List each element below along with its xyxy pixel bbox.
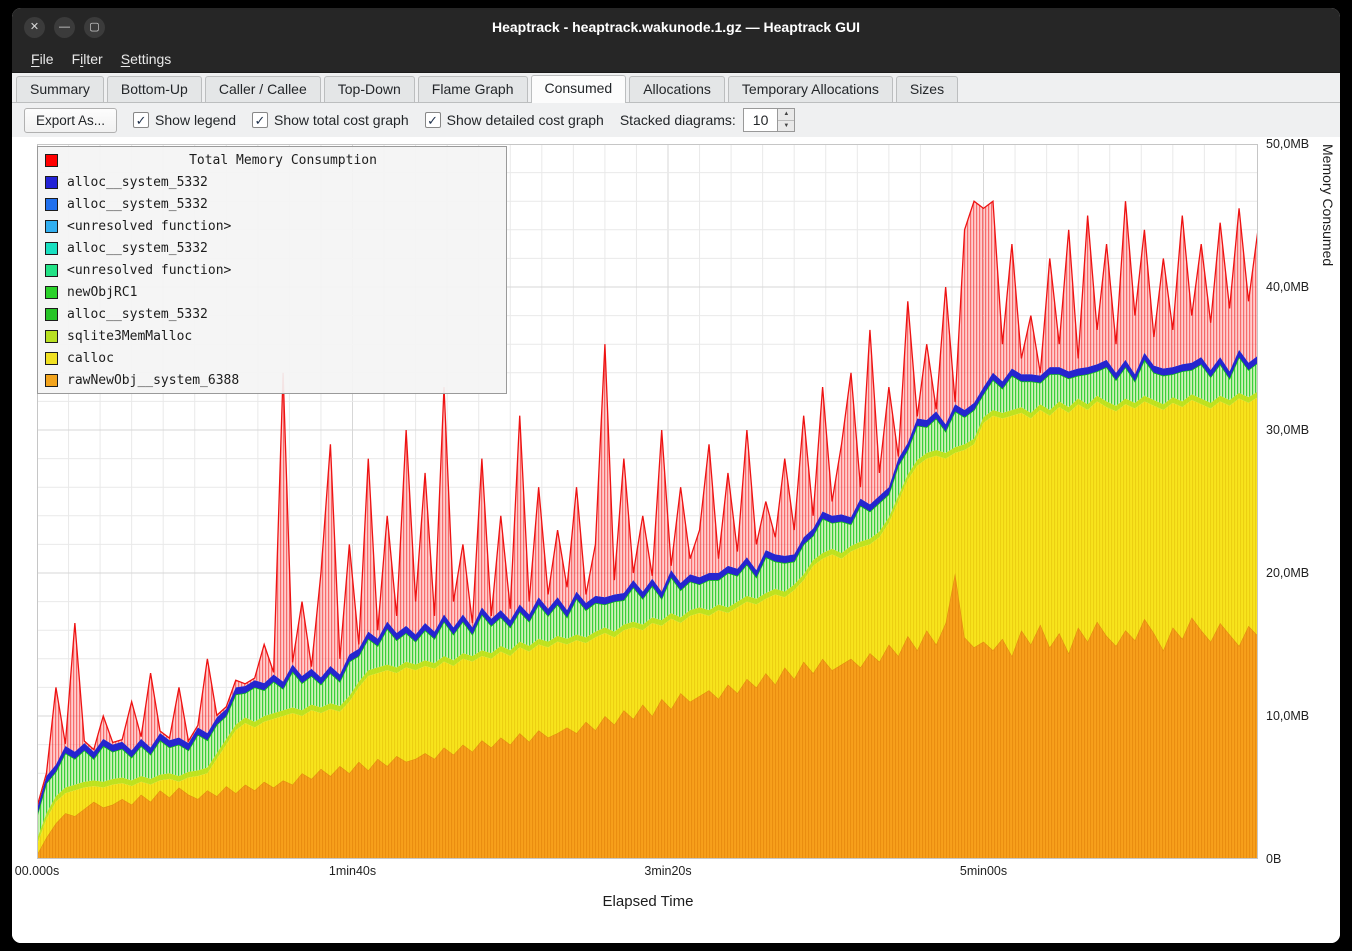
legend-swatch (45, 308, 58, 321)
titlebar: ✕ — ▢ Heaptrack - heaptrack.wakunode.1.g… (12, 8, 1340, 46)
legend-swatch (45, 198, 58, 211)
maximize-icon[interactable]: ▢ (84, 17, 105, 38)
stacked-diagrams-spinbox[interactable]: 10 ▲ ▼ (743, 108, 796, 132)
legend-label: alloc__system_5332 (67, 197, 208, 212)
legend-row: alloc__system_5332 (38, 237, 506, 259)
tab-consumed[interactable]: Consumed (531, 75, 627, 103)
tab-summary[interactable]: Summary (16, 76, 104, 102)
checkbox-group: ✓ Show legend ✓ Show total cost graph ✓ Show … (133, 112, 604, 128)
tabbar: SummaryBottom-UpCaller / CalleeTop-DownF… (12, 73, 1340, 103)
y-tick-label: 0B (1266, 852, 1281, 866)
legend-swatch (45, 374, 58, 387)
stacked-diagrams-group: Stacked diagrams: 10 ▲ ▼ (620, 108, 796, 132)
minimize-icon[interactable]: — (54, 17, 75, 38)
tab-caller-callee[interactable]: Caller / Callee (205, 76, 321, 102)
spin-buttons: ▲ ▼ (777, 109, 794, 131)
legend-row: newObjRC1 (38, 281, 506, 303)
y-tick-label: 30,0MB (1266, 423, 1309, 437)
checkbox-show-detailed-cost-graph[interactable]: ✓ Show detailed cost graph (425, 112, 604, 128)
x-tick-label: 3min20s (644, 864, 691, 878)
legend-label: <unresolved function> (67, 263, 231, 278)
legend-row: calloc (38, 347, 506, 369)
checkbox-label: Show legend (155, 112, 236, 128)
tab-bottom-up[interactable]: Bottom-Up (107, 76, 202, 102)
legend-swatch (45, 154, 58, 167)
menu-filter[interactable]: Filter (63, 48, 112, 70)
close-icon[interactable]: ✕ (24, 17, 45, 38)
tab-sizes[interactable]: Sizes (896, 76, 958, 102)
menubar: FileFilterSettings (12, 46, 1340, 73)
legend-label: alloc__system_5332 (67, 175, 208, 190)
legend-label: <unresolved function> (67, 219, 231, 234)
tab-allocations[interactable]: Allocations (629, 76, 725, 102)
legend-title-row: Total Memory Consumption (38, 149, 506, 171)
spin-down-icon[interactable]: ▼ (778, 120, 794, 132)
y-axis-title: Memory Consumed (1320, 144, 1336, 859)
checkbox-box[interactable]: ✓ (133, 112, 149, 128)
window-title: Heaptrack - heaptrack.wakunode.1.gz — He… (12, 19, 1340, 35)
x-tick-label: 00.000s (15, 864, 59, 878)
legend-swatch (45, 220, 58, 233)
legend-label: alloc__system_5332 (67, 307, 208, 322)
checkbox-label: Show total cost graph (274, 112, 409, 128)
legend-label: calloc (67, 351, 114, 366)
checkbox-box[interactable]: ✓ (252, 112, 268, 128)
legend-label: Total Memory Consumption (67, 153, 499, 168)
menu-settings[interactable]: Settings (112, 48, 181, 70)
legend-swatch (45, 330, 58, 343)
legend-swatch (45, 264, 58, 277)
tab-top-down[interactable]: Top-Down (324, 76, 415, 102)
y-tick-label: 10,0MB (1266, 709, 1309, 723)
legend-label: sqlite3MemMalloc (67, 329, 192, 344)
legend-row: sqlite3MemMalloc (38, 325, 506, 347)
export-as-button[interactable]: Export As... (24, 108, 117, 133)
x-tick-label: 5min00s (960, 864, 1007, 878)
tab-flame-graph[interactable]: Flame Graph (418, 76, 528, 102)
legend-row: alloc__system_5332 (38, 171, 506, 193)
legend-row: alloc__system_5332 (38, 303, 506, 325)
toolbar: Export As... ✓ Show legend ✓ Show total cos… (12, 103, 1340, 137)
chart-legend: Total Memory Consumption alloc__system_53… (37, 146, 507, 394)
legend-row: rawNewObj__system_6388 (38, 369, 506, 391)
checkbox-show-legend[interactable]: ✓ Show legend (133, 112, 236, 128)
chart-area: Total Memory Consumption alloc__system_53… (12, 137, 1340, 943)
y-tick-label: 20,0MB (1266, 566, 1309, 580)
stacked-diagrams-label: Stacked diagrams: (620, 112, 736, 128)
legend-swatch (45, 286, 58, 299)
app-window: ✕ — ▢ Heaptrack - heaptrack.wakunode.1.g… (12, 8, 1340, 943)
legend-row: <unresolved function> (38, 259, 506, 281)
legend-swatch (45, 176, 58, 189)
checkbox-label: Show detailed cost graph (447, 112, 604, 128)
legend-swatch (45, 352, 58, 365)
window-controls: ✕ — ▢ (24, 8, 105, 46)
checkbox-box[interactable]: ✓ (425, 112, 441, 128)
tab-temporary-allocations[interactable]: Temporary Allocations (728, 76, 893, 102)
y-tick-label: 50,0MB (1266, 137, 1309, 151)
legend-row: <unresolved function> (38, 215, 506, 237)
stacked-diagrams-value[interactable]: 10 (744, 109, 778, 131)
legend-label: newObjRC1 (67, 285, 137, 300)
x-tick-label: 1min40s (329, 864, 376, 878)
checkbox-show-total-cost-graph[interactable]: ✓ Show total cost graph (252, 112, 409, 128)
legend-swatch (45, 242, 58, 255)
legend-label: rawNewObj__system_6388 (67, 373, 239, 388)
y-tick-label: 40,0MB (1266, 280, 1309, 294)
spin-up-icon[interactable]: ▲ (778, 109, 794, 120)
x-axis-title: Elapsed Time (603, 893, 694, 910)
menu-file[interactable]: File (22, 48, 63, 70)
legend-label: alloc__system_5332 (67, 241, 208, 256)
legend-row: alloc__system_5332 (38, 193, 506, 215)
